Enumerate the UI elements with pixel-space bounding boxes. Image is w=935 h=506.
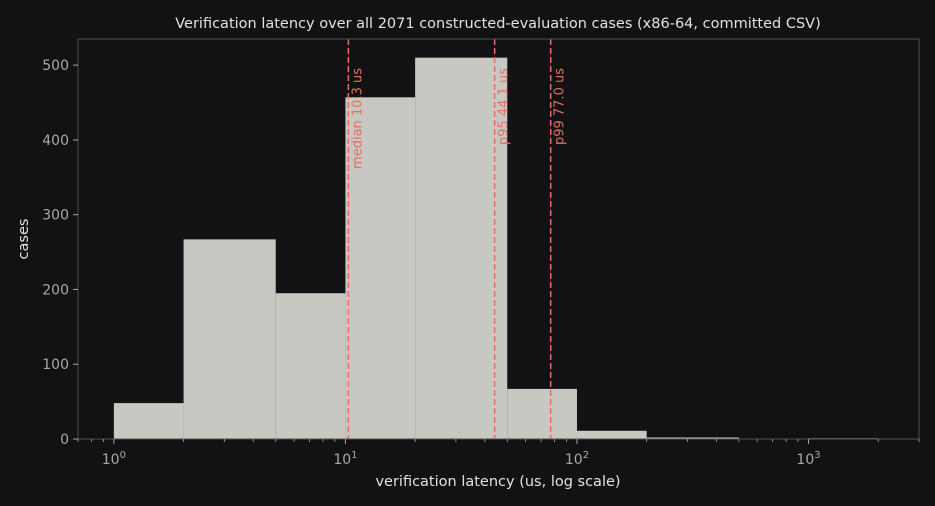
y-tick-label-0: 0 xyxy=(60,432,69,448)
y-axis: 0 100 200 300 400 500 xyxy=(42,58,78,448)
bars-layer xyxy=(113,57,879,440)
y-tick-label-1: 100 xyxy=(42,357,69,373)
histogram-bar-4 xyxy=(415,57,508,439)
histogram-bar-0 xyxy=(113,403,184,439)
y-tick-label-5: 500 xyxy=(42,58,69,74)
x-tick-label-2: 102 xyxy=(565,450,589,468)
histogram-bar-5 xyxy=(507,388,577,439)
x-axis: 100 101 102 103 xyxy=(77,439,920,468)
histogram-bar-6 xyxy=(576,430,647,439)
reference-label-0: median 10.3 us xyxy=(350,68,365,169)
chart-title: Verification latency over all 2071 const… xyxy=(175,16,821,32)
x-tick-label-0: 100 xyxy=(102,450,126,468)
histogram-bar-2 xyxy=(275,293,346,439)
x-tick-label-3: 103 xyxy=(796,450,820,468)
histogram-bar-3 xyxy=(345,97,416,440)
reference-label-2: p99 77.0 us xyxy=(553,68,568,145)
x-tick-label-1: 101 xyxy=(333,450,357,468)
y-tick-label-3: 300 xyxy=(42,208,69,224)
histogram-bar-7 xyxy=(646,437,739,439)
reference-label-1: p95 44.1 us xyxy=(497,68,512,145)
plot-frame xyxy=(77,38,920,440)
y-tick-label-4: 400 xyxy=(42,133,69,149)
y-axis-label: cases xyxy=(16,219,32,260)
y-tick-label-2: 200 xyxy=(42,282,69,298)
reference-lines-layer: median 10.3 us p95 44.1 us p99 77.0 us xyxy=(347,39,568,439)
histogram-bar-1 xyxy=(183,239,276,439)
x-axis-label: verification latency (us, log scale) xyxy=(375,474,620,490)
